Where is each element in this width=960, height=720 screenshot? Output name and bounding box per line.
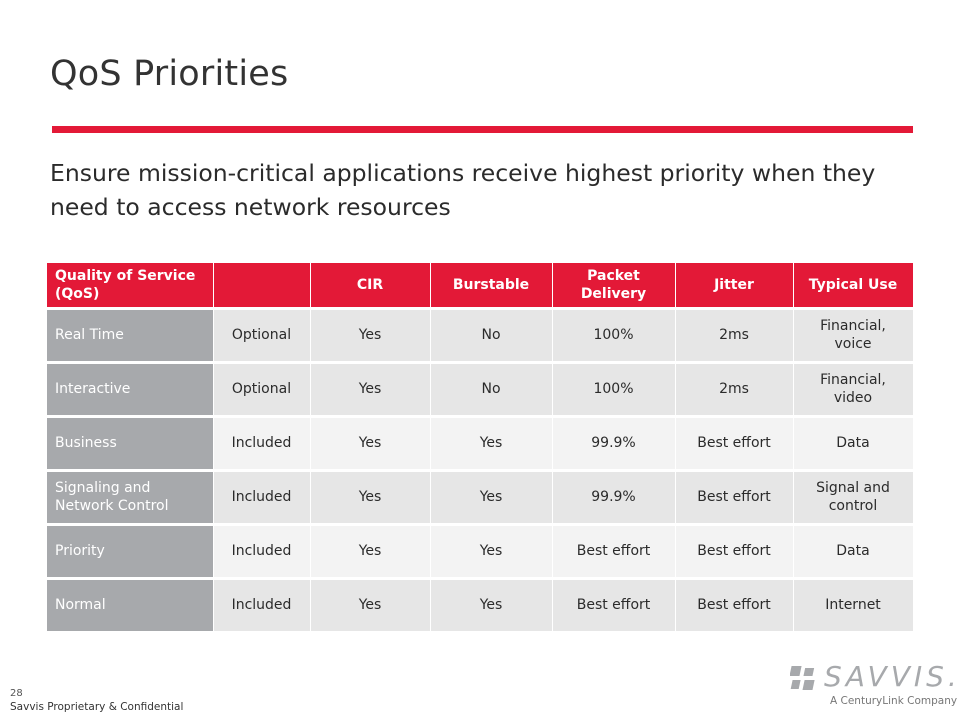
cell-burstable: No: [430, 308, 553, 364]
header-qos: Quality of Service (QoS): [47, 263, 214, 310]
cell-cir: Yes: [310, 578, 431, 634]
cell-packet-delivery: 99.9%: [552, 470, 676, 526]
savvis-logo: SAVVIS. A CenturyLink Company: [790, 660, 957, 710]
table-row: Interactive Optional Yes No 100% 2ms Fin…: [47, 362, 914, 418]
title-divider: [52, 126, 913, 133]
slide-title: QoS Priorities: [50, 54, 289, 94]
cell-typical-use: Financial, voice: [793, 308, 914, 364]
cell-option: Included: [213, 470, 311, 526]
row-label: Real Time: [47, 308, 214, 364]
cell-option: Included: [213, 578, 311, 634]
cell-jitter: 2ms: [675, 362, 794, 418]
header-jitter: Jitter: [675, 263, 794, 310]
table-row: Normal Included Yes Yes Best effort Best…: [47, 578, 914, 634]
cell-jitter: Best effort: [675, 416, 794, 472]
cell-burstable: No: [430, 362, 553, 418]
logo-wordmark: SAVVIS.: [824, 660, 960, 693]
table-header-row: Quality of Service (QoS) CIR Burstable P…: [47, 263, 914, 310]
cell-burstable: Yes: [430, 470, 553, 526]
cell-cir: Yes: [310, 416, 431, 472]
footer-confidential: Savvis Proprietary & Confidential: [10, 701, 184, 713]
table-row: Real Time Optional Yes No 100% 2ms Finan…: [47, 308, 914, 364]
row-label: Business: [47, 416, 214, 472]
table-row: Priority Included Yes Yes Best effort Be…: [47, 524, 914, 580]
cell-burstable: Yes: [430, 524, 553, 580]
cell-typical-use: Financial, video: [793, 362, 914, 418]
cell-packet-delivery: 99.9%: [552, 416, 676, 472]
header-burstable: Burstable: [430, 263, 553, 310]
header-cir: CIR: [310, 263, 431, 310]
cell-option: Optional: [213, 362, 311, 418]
cell-option: Included: [213, 524, 311, 580]
table-row: Signaling and Network Control Included Y…: [47, 470, 914, 526]
cell-option: Included: [213, 416, 311, 472]
cell-packet-delivery: Best effort: [552, 524, 676, 580]
qos-table: Quality of Service (QoS) CIR Burstable P…: [47, 263, 914, 634]
header-packet-delivery: Packet Delivery: [552, 263, 676, 310]
header-option: [213, 263, 311, 310]
cell-typical-use: Data: [793, 416, 914, 472]
cell-cir: Yes: [310, 308, 431, 364]
cell-packet-delivery: Best effort: [552, 578, 676, 634]
cell-packet-delivery: 100%: [552, 362, 676, 418]
cell-burstable: Yes: [430, 578, 553, 634]
cell-jitter: Best effort: [675, 470, 794, 526]
table-row: Business Included Yes Yes 99.9% Best eff…: [47, 416, 914, 472]
row-label: Normal: [47, 578, 214, 634]
cell-packet-delivery: 100%: [552, 308, 676, 364]
logo-tagline: A CenturyLink Company: [830, 695, 958, 707]
cell-jitter: Best effort: [675, 578, 794, 634]
cell-burstable: Yes: [430, 416, 553, 472]
cell-cir: Yes: [310, 524, 431, 580]
cell-cir: Yes: [310, 470, 431, 526]
row-label: Signaling and Network Control: [47, 470, 214, 526]
cell-typical-use: Internet: [793, 578, 914, 634]
cell-typical-use: Signal and control: [793, 470, 914, 526]
cell-option: Optional: [213, 308, 311, 364]
row-label: Interactive: [47, 362, 214, 418]
row-label: Priority: [47, 524, 214, 580]
savvis-mark-icon: [790, 666, 815, 690]
cell-jitter: 2ms: [675, 308, 794, 364]
page-number: 28: [10, 688, 23, 699]
slide-subtitle: Ensure mission-critical applications rec…: [50, 159, 876, 221]
cell-jitter: Best effort: [675, 524, 794, 580]
cell-typical-use: Data: [793, 524, 914, 580]
cell-cir: Yes: [310, 362, 431, 418]
header-typical-use: Typical Use: [793, 263, 914, 310]
